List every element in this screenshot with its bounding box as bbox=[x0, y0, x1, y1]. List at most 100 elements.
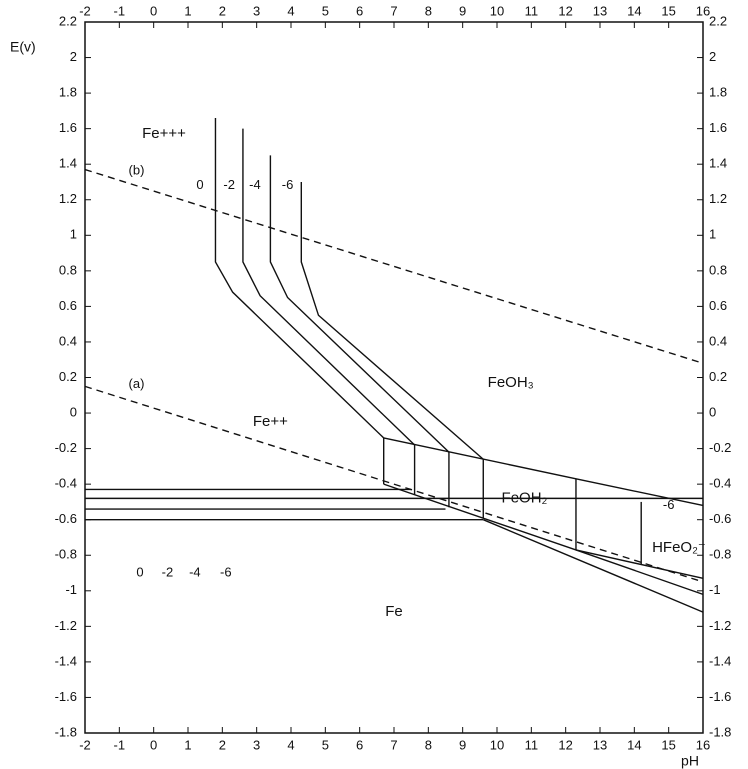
y-tick-label: 0.2 bbox=[59, 369, 77, 384]
x-tick-label: 5 bbox=[322, 737, 329, 752]
line-label: -6 bbox=[220, 564, 232, 579]
x-tick-label: 10 bbox=[490, 3, 504, 18]
x-tick-label: 14 bbox=[627, 737, 641, 752]
y-tick-label: 1 bbox=[70, 227, 77, 242]
line-label: -4 bbox=[249, 177, 261, 192]
boundary-line bbox=[84, 385, 704, 583]
line-label: (b) bbox=[129, 163, 145, 178]
x-tick-label: 13 bbox=[593, 737, 607, 752]
y-tick-label: -1.4 bbox=[55, 653, 77, 668]
region-label: Fe bbox=[385, 603, 403, 620]
y-tick-label: 0.6 bbox=[709, 298, 727, 313]
y-tick-label: -1 bbox=[709, 582, 721, 597]
x-tick-label: 0 bbox=[150, 3, 157, 18]
y-tick-label: -0.6 bbox=[709, 511, 731, 526]
y-tick-label: 0 bbox=[709, 404, 716, 419]
y-tick-label: 0.2 bbox=[709, 369, 727, 384]
x-tick-label: 9 bbox=[459, 3, 466, 18]
boundary-line bbox=[300, 181, 484, 460]
line-label: -6 bbox=[282, 177, 294, 192]
y-tick-label: -0.2 bbox=[709, 440, 731, 455]
x-tick-label: 8 bbox=[425, 3, 432, 18]
x-tick-label: 1 bbox=[184, 737, 191, 752]
y-tick-label: 2 bbox=[709, 49, 716, 64]
x-tick-label: 4 bbox=[287, 3, 294, 18]
y-tick-label: 1.8 bbox=[59, 85, 77, 100]
boundary-line bbox=[84, 168, 704, 364]
line-label: -2 bbox=[162, 564, 174, 579]
y-tick-label: -1.6 bbox=[709, 689, 731, 704]
boundary-line bbox=[482, 519, 704, 613]
y-tick-label: -0.4 bbox=[709, 476, 731, 491]
y-tick-label: -1.2 bbox=[709, 618, 731, 633]
line-label: 0 bbox=[196, 177, 203, 192]
x-tick-label: 12 bbox=[558, 3, 572, 18]
x-tick-label: -2 bbox=[79, 3, 91, 18]
y-tick-label: 1.6 bbox=[59, 120, 77, 135]
x-tick-label: 5 bbox=[322, 3, 329, 18]
x-tick-label: 2 bbox=[219, 737, 226, 752]
x-tick-label: 3 bbox=[253, 3, 260, 18]
line-label: 0 bbox=[136, 564, 143, 579]
x-tick-label: 3 bbox=[253, 737, 260, 752]
y-tick-label: 1.2 bbox=[709, 191, 727, 206]
x-tick-label: 8 bbox=[425, 737, 432, 752]
y-tick-label: -1.2 bbox=[55, 618, 77, 633]
y-tick-label: 1 bbox=[709, 227, 716, 242]
x-tick-label: 0 bbox=[150, 737, 157, 752]
y-tick-label: -0.8 bbox=[55, 547, 77, 562]
x-tick-label: 16 bbox=[696, 737, 710, 752]
y-tick-label: 2.2 bbox=[59, 13, 77, 28]
y-tick-label: 0.6 bbox=[59, 298, 77, 313]
region-label: HFeO₂⁻ bbox=[652, 539, 706, 556]
boundary-line bbox=[214, 117, 385, 439]
region-label: Fe++ bbox=[253, 413, 288, 430]
y-tick-label: 0.8 bbox=[709, 262, 727, 277]
y-tick-label: -0.4 bbox=[55, 476, 77, 491]
region-label: FeOH₂ bbox=[502, 489, 548, 506]
x-tick-label: 6 bbox=[356, 3, 363, 18]
x-tick-label: 6 bbox=[356, 737, 363, 752]
y-tick-label: -1.4 bbox=[709, 653, 731, 668]
region-label: -6 bbox=[663, 497, 675, 512]
y-tick-label: -0.6 bbox=[55, 511, 77, 526]
x-tick-label: -1 bbox=[114, 3, 126, 18]
x-tick-label: 15 bbox=[661, 737, 675, 752]
y-tick-label: 0 bbox=[70, 404, 77, 419]
x-tick-label: 1 bbox=[184, 3, 191, 18]
y-tick-label: 0.4 bbox=[59, 333, 77, 348]
x-tick-label: 16 bbox=[696, 3, 710, 18]
x-tick-label: 4 bbox=[287, 737, 294, 752]
y-tick-label: 2 bbox=[70, 49, 77, 64]
x-tick-label: 9 bbox=[459, 737, 466, 752]
y-tick-label: 1.4 bbox=[709, 156, 727, 171]
y-tick-label: 1.6 bbox=[709, 120, 727, 135]
region-label: Fe+++ bbox=[142, 125, 186, 142]
y-tick-label: -0.8 bbox=[709, 547, 731, 562]
region-label: FeOH₃ bbox=[488, 374, 534, 391]
boundary-line bbox=[242, 128, 416, 446]
y-tick-label: 0.4 bbox=[709, 333, 727, 348]
line-label: -2 bbox=[223, 177, 235, 192]
x-tick-label: 14 bbox=[627, 3, 641, 18]
boundary-line bbox=[269, 155, 450, 453]
x-tick-label: 10 bbox=[490, 737, 504, 752]
x-tick-label: 7 bbox=[390, 737, 397, 752]
x-tick-label: -1 bbox=[114, 737, 126, 752]
boundary-line bbox=[575, 549, 704, 596]
x-tick-label: 7 bbox=[390, 3, 397, 18]
x-tick-label: 13 bbox=[593, 3, 607, 18]
y-tick-label: 1.2 bbox=[59, 191, 77, 206]
x-axis-label: pH bbox=[681, 753, 699, 769]
y-tick-label: -1.8 bbox=[55, 724, 77, 739]
x-tick-label: 2 bbox=[219, 3, 226, 18]
x-tick-label: 12 bbox=[558, 737, 572, 752]
y-tick-label: 2.2 bbox=[709, 13, 727, 28]
y-tick-label: -1.6 bbox=[55, 689, 77, 704]
y-tick-label: 1.8 bbox=[709, 85, 727, 100]
x-tick-label: 11 bbox=[525, 737, 539, 752]
x-tick-label: -2 bbox=[79, 737, 91, 752]
line-label: (a) bbox=[129, 376, 145, 391]
line-label: -4 bbox=[189, 564, 201, 579]
